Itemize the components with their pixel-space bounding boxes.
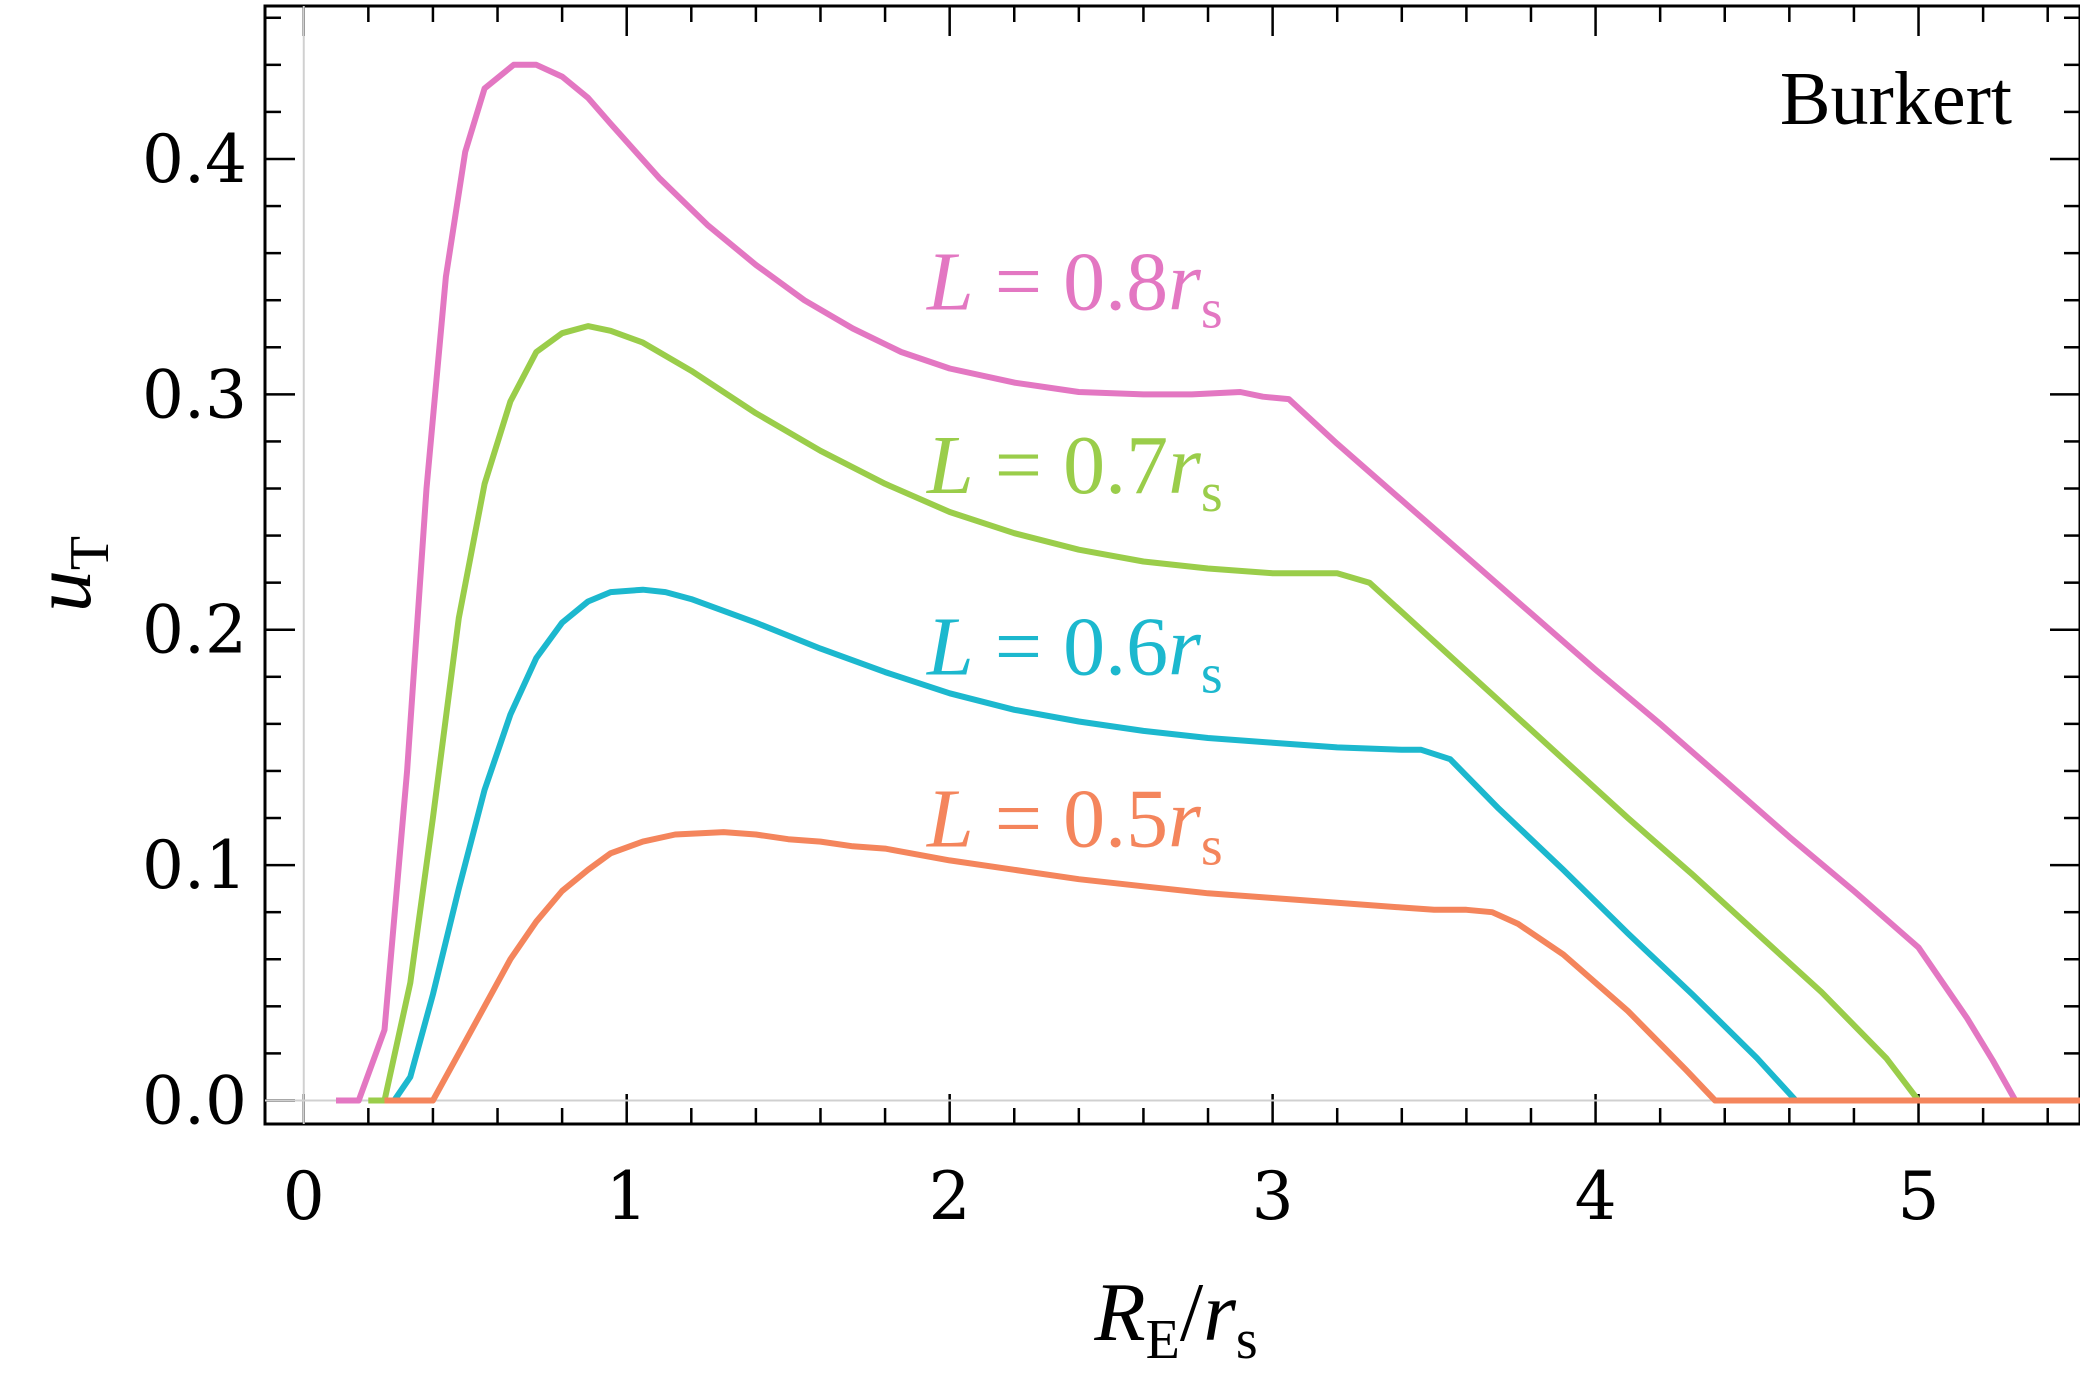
- y-tick-label: 0.3: [142, 356, 247, 433]
- x-tick-label: 3: [1252, 1158, 1294, 1235]
- annotation-burkert: Burkert: [1780, 57, 2012, 141]
- x-tick-label: 2: [929, 1158, 971, 1235]
- series-label-3: L = 0.6rs: [926, 600, 1223, 705]
- x-tick-label: 4: [1575, 1158, 1617, 1235]
- series-label-layer: L = 0.8rs L = 0.7rs L = 0.6rs L = 0.5rs: [926, 236, 1223, 878]
- x-tick-label: 0: [283, 1158, 325, 1235]
- y-tick-label: 0.4: [142, 121, 247, 198]
- x-axis-label: RE/rs: [1093, 1266, 1257, 1371]
- x-tick-label: 1: [606, 1158, 648, 1235]
- series-label-1: L = 0.8rs: [926, 236, 1223, 341]
- series-label-2: L = 0.7rs: [926, 419, 1223, 524]
- y-tick-label: 0.0: [142, 1062, 247, 1139]
- series-line-4: [384, 829, 2080, 1104]
- plot-frame: [263, 4, 2080, 1126]
- y-tick-label: 0.1: [142, 827, 247, 904]
- x-tick-label: 5: [1898, 1158, 1940, 1235]
- series-line-2: [368, 323, 2080, 1104]
- series-label-4: L = 0.5rs: [926, 772, 1223, 877]
- y-axis-label: uT: [16, 536, 121, 612]
- axes-layer: 0 1 2 3 4 5 0.0 0.1 0.2 0.3 0.4: [142, 4, 2080, 1235]
- series-line-1: [336, 61, 2080, 1104]
- series-layer: [336, 61, 2080, 1104]
- y-tick-label: 0.2: [142, 592, 247, 669]
- series-line-3: [384, 586, 2080, 1104]
